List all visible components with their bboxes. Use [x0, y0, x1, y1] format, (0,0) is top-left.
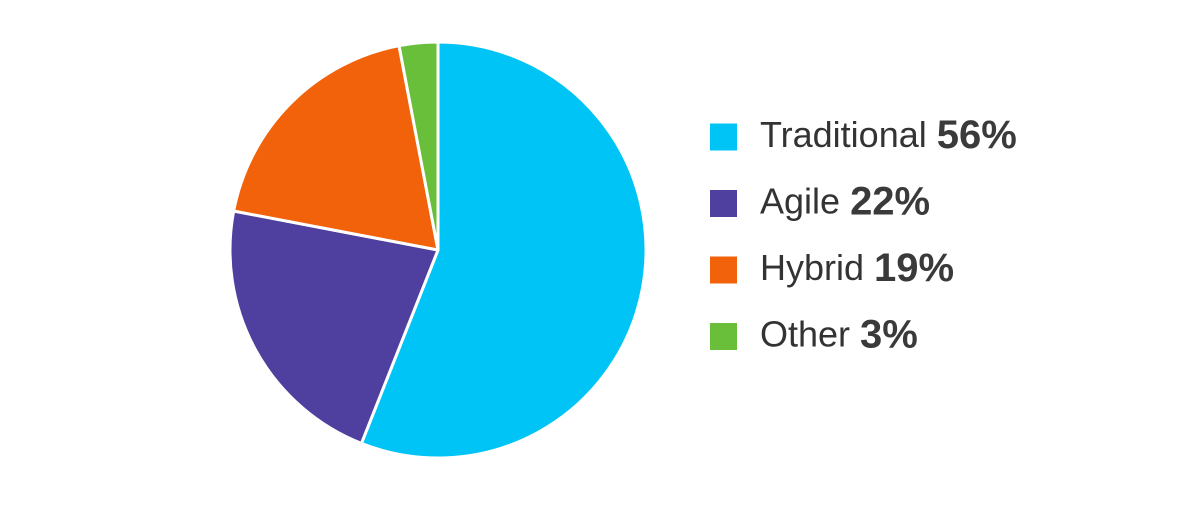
legend-label: Hybrid: [760, 247, 864, 288]
pie-slice: [232, 44, 440, 252]
legend-entry: Agile 22%: [760, 179, 930, 223]
legend-value: 3%: [860, 312, 918, 356]
legend-value: 56%: [937, 113, 1017, 157]
legend-marker: [710, 256, 737, 284]
legend-marker: [710, 123, 737, 151]
legend-marker: [710, 190, 737, 217]
legend-value: 22%: [850, 179, 930, 223]
pie-slice: [359, 40, 648, 460]
legend-label: Other: [760, 313, 850, 354]
pie-slice: [228, 209, 440, 445]
legend-label: Agile: [760, 180, 840, 221]
legend-entry: Hybrid 19%: [760, 246, 954, 290]
legend-entry: Other 3%: [760, 312, 918, 356]
legend-marker: [710, 323, 737, 350]
legend-label: Traditional: [760, 114, 927, 155]
legend-entry: Traditional 56%: [760, 113, 1017, 157]
pie-slice: [397, 40, 440, 252]
legend-value: 19%: [874, 246, 954, 290]
